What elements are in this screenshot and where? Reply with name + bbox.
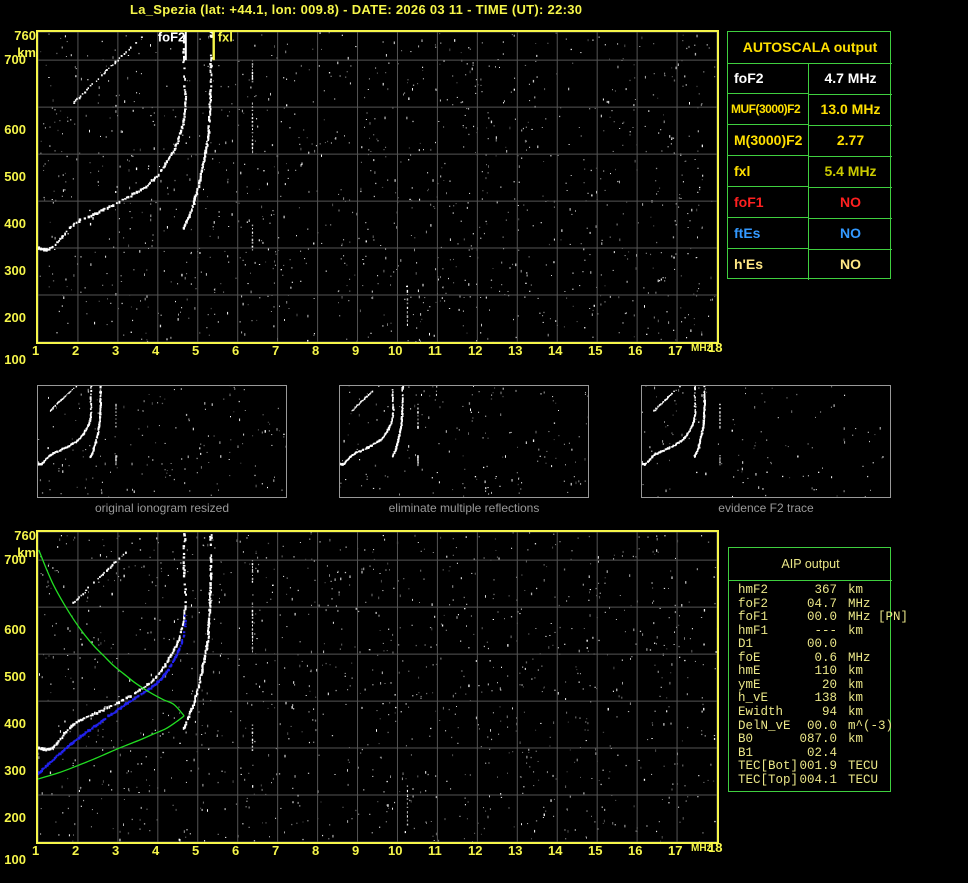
svg-text:foF2: foF2 (158, 32, 185, 44)
svg-text:fxl: fxl (218, 32, 233, 44)
